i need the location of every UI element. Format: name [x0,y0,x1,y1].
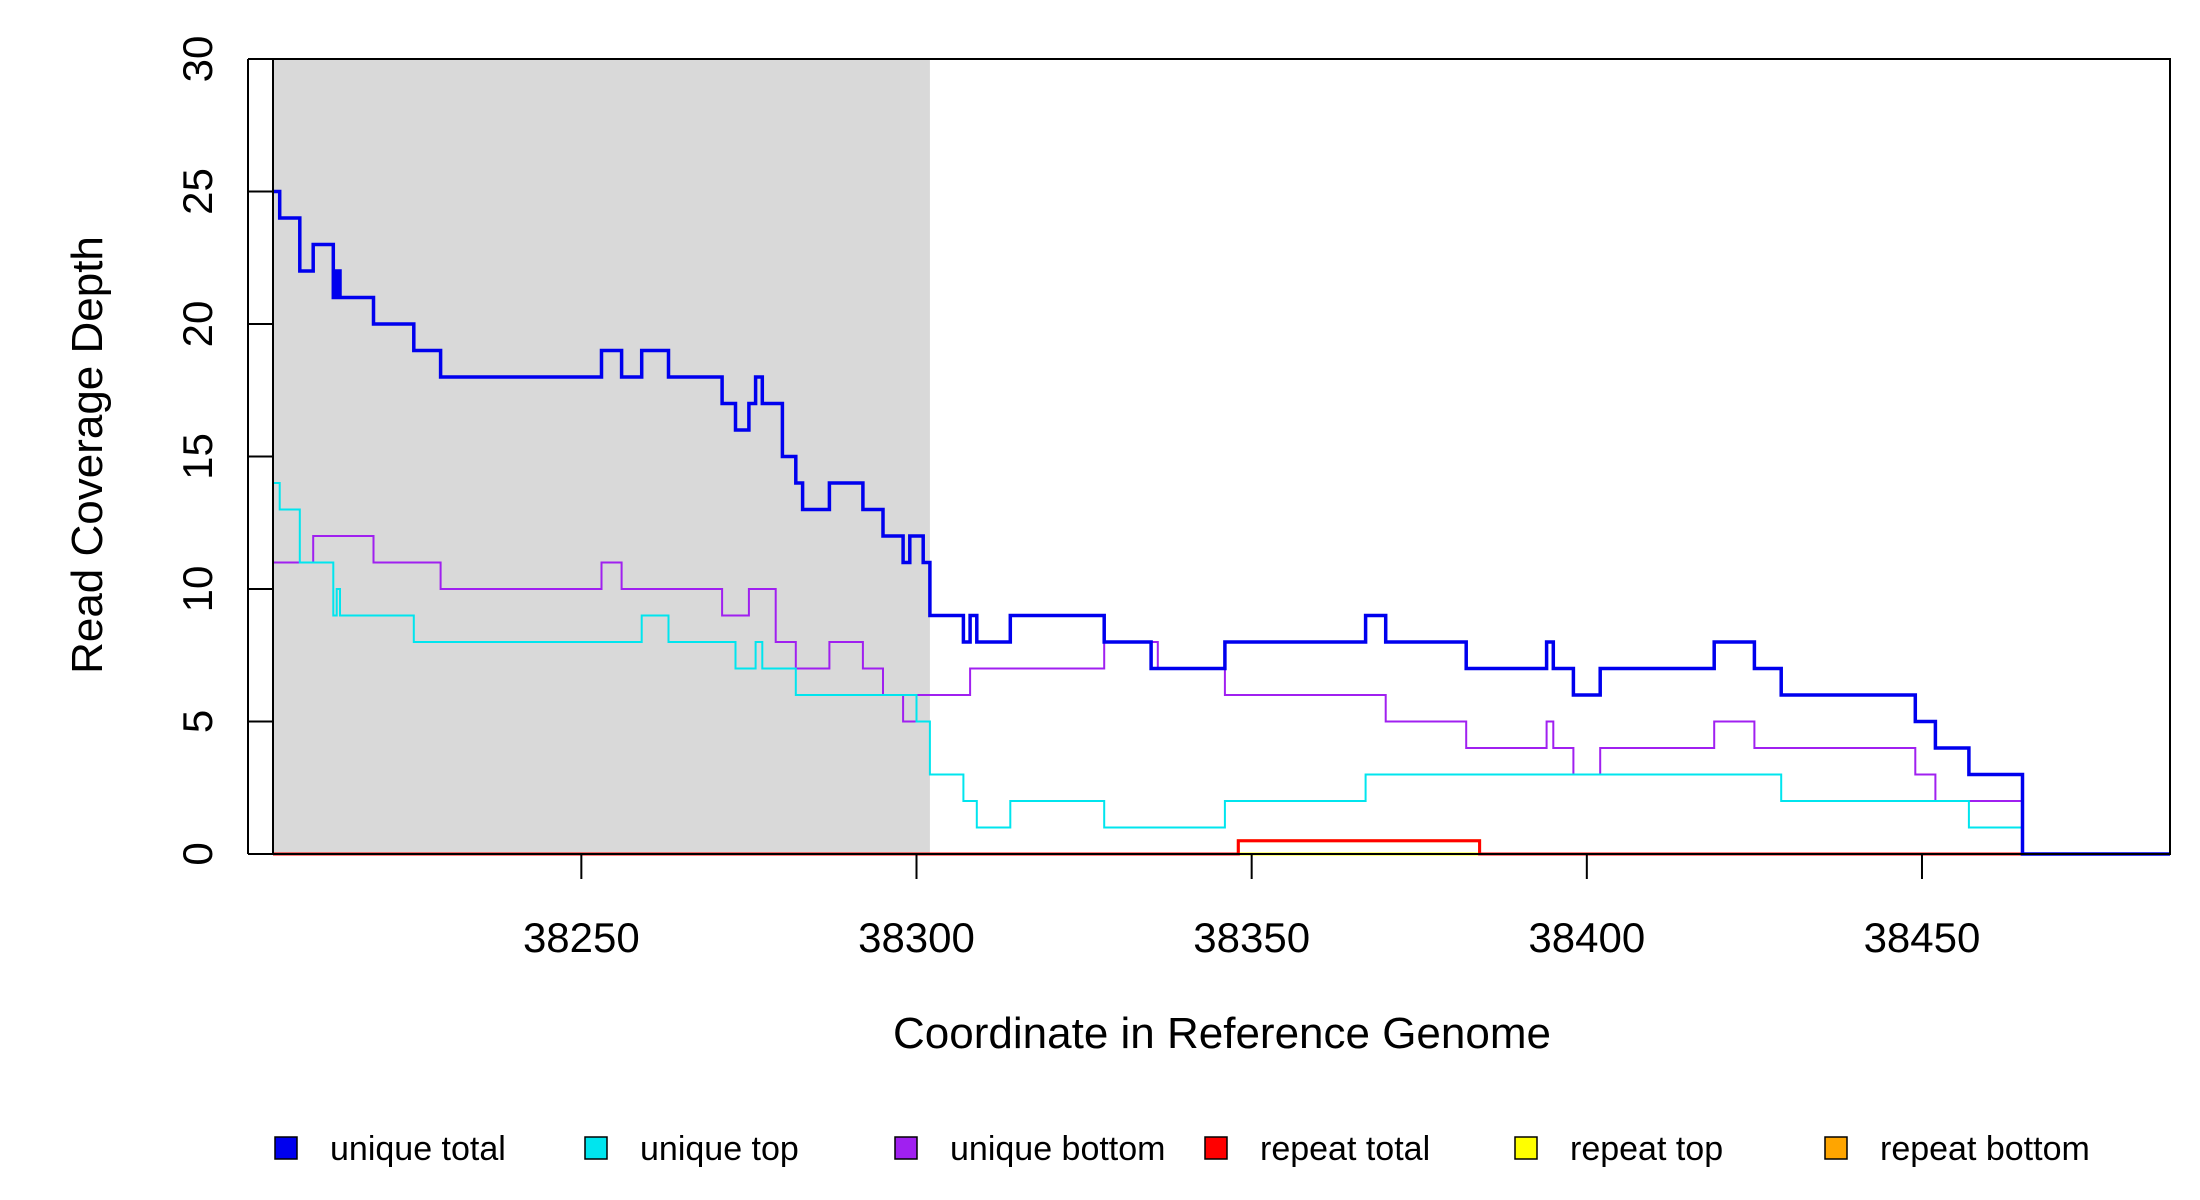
series-line-unique-top [273,482,2170,855]
legend-swatch [1824,1136,1848,1160]
legend-swatch [1514,1136,1538,1160]
x-tick-label: 38450 [1864,914,1981,961]
legend-swatch [274,1136,298,1160]
y-tick-label: 15 [174,433,221,480]
legend-label: repeat top [1570,1130,1723,1168]
y-axis: 0 5 10 15 20 25 30 [174,36,273,866]
y-tick-label: 10 [174,566,221,613]
y-tick-label: 20 [174,301,221,348]
y-tick-label: 30 [174,36,221,83]
legend-label: repeat bottom [1880,1130,2090,1168]
series-line-unique-bottom [273,535,2170,855]
x-tick-label: 38400 [1528,914,1645,961]
legend-label: unique total [330,1130,506,1168]
legend-label: unique bottom [950,1130,1166,1168]
legend-swatch [584,1136,608,1160]
x-tick-label: 38300 [858,914,975,961]
y-tick-label: 5 [174,710,221,733]
series-line-unique-total [273,189,2170,856]
x-axis: 38250 38300 38350 38400 38450 [273,853,2170,961]
legend-swatch [894,1136,918,1160]
legend-label: repeat total [1260,1130,1430,1168]
x-tick-label: 38350 [1193,914,1310,961]
y-tick-label: 0 [174,842,221,865]
x-axis-title: Coordinate in Reference Genome [893,1009,1551,1058]
shaded-region [273,59,930,854]
legend-swatch [1204,1136,1228,1160]
x-tick-label: 38250 [523,914,640,961]
y-tick-label: 25 [174,168,221,215]
legend-label: unique top [640,1130,799,1168]
legend: unique total unique top unique bottom repea… [274,1130,2090,1168]
y-axis-title: Read Coverage Depth [63,236,112,674]
